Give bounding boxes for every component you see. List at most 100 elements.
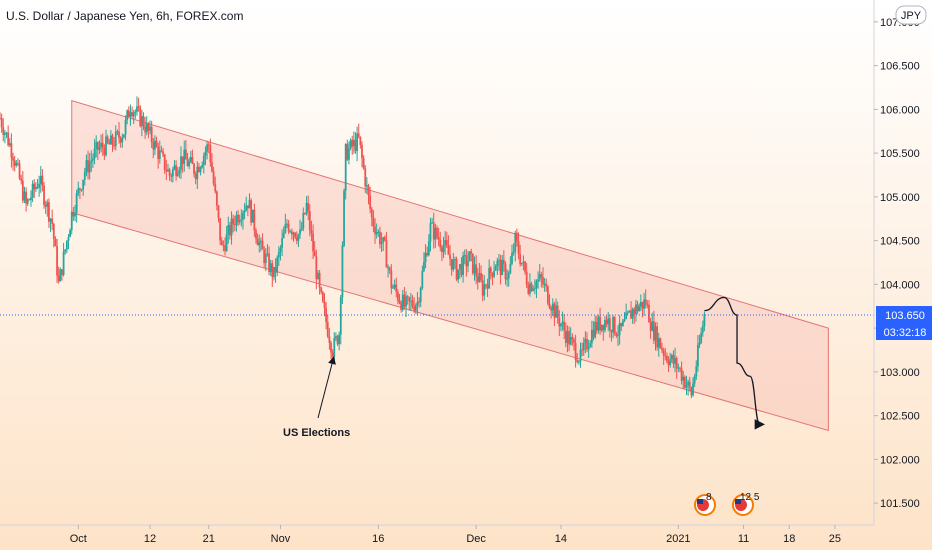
- candle: [54, 236, 57, 247]
- candle: [356, 126, 359, 162]
- candle: [393, 279, 396, 290]
- candle: [33, 179, 36, 199]
- candle: [701, 320, 704, 337]
- candle: [369, 186, 372, 214]
- candle: [147, 122, 150, 139]
- candle: [688, 376, 691, 392]
- candle: [279, 245, 282, 261]
- candle: [525, 262, 528, 288]
- candle: [330, 340, 332, 359]
- candle: [517, 232, 520, 260]
- candle: [621, 318, 624, 327]
- candle: [423, 252, 425, 272]
- candle: [243, 203, 246, 220]
- event-badge-2[interactable]: 12 5: [732, 492, 760, 516]
- candle: [670, 353, 673, 363]
- candle: [240, 209, 243, 227]
- candle: [119, 136, 122, 148]
- candle: [44, 200, 47, 214]
- chart-title: U.S. Dollar / Japanese Yen, 6h, FOREX.co…: [6, 9, 243, 23]
- candle: [488, 259, 491, 290]
- candle: [186, 152, 189, 167]
- candle: [690, 386, 693, 399]
- candle: [468, 251, 471, 262]
- currency-badge-label: JPY: [901, 10, 922, 22]
- candle: [52, 222, 55, 248]
- candle: [160, 145, 163, 153]
- candle: [3, 129, 6, 144]
- candle: [137, 97, 140, 112]
- candle: [158, 140, 161, 164]
- candle: [612, 315, 615, 339]
- candle: [116, 129, 119, 136]
- candle: [245, 196, 248, 212]
- candle: [626, 310, 629, 315]
- candle: [175, 160, 178, 181]
- candle: [540, 271, 543, 288]
- candle: [480, 265, 482, 283]
- candle: [535, 279, 538, 299]
- candle: [648, 300, 650, 323]
- candle: [246, 205, 249, 217]
- candle: [312, 224, 314, 259]
- candle: [214, 176, 217, 194]
- candle: [157, 142, 160, 169]
- candle: [282, 226, 285, 239]
- time-axis[interactable]: Oct 12 21 Nov 16 Dec 14 2021 11 18 25: [70, 525, 841, 545]
- countdown-tag: 03:32:18: [876, 323, 932, 340]
- candle: [651, 312, 654, 332]
- candle: [693, 373, 696, 388]
- candle: [7, 125, 10, 147]
- candle: [434, 223, 437, 248]
- annotation-arrow[interactable]: [317, 356, 336, 419]
- candle: [155, 136, 158, 148]
- candle: [467, 251, 469, 273]
- candle: [61, 269, 63, 281]
- price-axis[interactable]: 101.500102.000102.500103.000103.500104.0…: [874, 17, 920, 510]
- candle: [274, 258, 277, 283]
- candle: [39, 166, 42, 193]
- candle: [602, 324, 605, 341]
- candle: [176, 167, 179, 177]
- candle: [493, 260, 495, 279]
- candle: [123, 134, 125, 139]
- currency-badge[interactable]: JPY: [895, 5, 927, 25]
- candle: [294, 232, 297, 240]
- price-tick-label: 102.500: [880, 411, 920, 423]
- candle: [529, 273, 531, 297]
- candle: [594, 315, 597, 339]
- candle: [10, 133, 13, 168]
- time-tick-label: 12: [144, 533, 156, 545]
- candle: [396, 289, 399, 305]
- candle: [455, 256, 458, 282]
- candle: [145, 116, 148, 136]
- candle: [367, 183, 370, 205]
- candle: [242, 210, 244, 230]
- candle: [336, 334, 339, 347]
- candle: [431, 217, 434, 224]
- candle: [605, 315, 608, 328]
- candle: [574, 334, 577, 368]
- candle: [563, 314, 566, 340]
- candle: [173, 160, 176, 171]
- forecast-path[interactable]: [704, 296, 766, 430]
- candle: [395, 277, 398, 298]
- candle: [489, 266, 492, 280]
- candle: [561, 311, 564, 331]
- candle: [581, 342, 584, 357]
- candle: [682, 371, 685, 390]
- candle: [587, 339, 590, 358]
- candle: [377, 229, 380, 237]
- candle: [413, 297, 416, 313]
- candle: [140, 109, 143, 137]
- candle: [550, 305, 553, 319]
- candle: [486, 278, 489, 297]
- candle: [385, 231, 388, 268]
- event-badge-1-count: 8: [706, 492, 712, 503]
- event-badge-1[interactable]: 8: [694, 492, 716, 516]
- price-tick-label: 104.000: [880, 279, 920, 291]
- candle: [408, 296, 411, 311]
- candle: [512, 243, 515, 256]
